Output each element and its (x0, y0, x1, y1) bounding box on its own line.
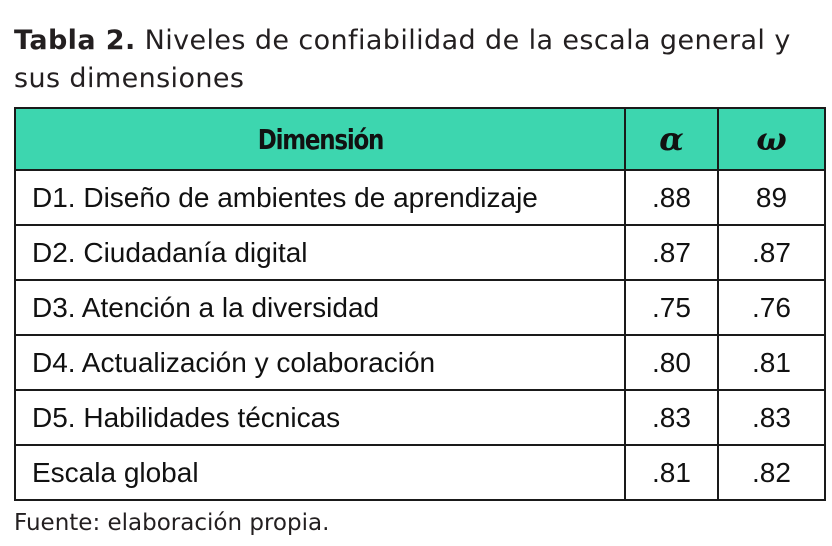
table-caption: Tabla 2. Niveles de confiabilidad de la … (14, 22, 826, 98)
reliability-table: Dimensión α ω D1. Diseño de ambientes de… (14, 107, 826, 501)
row-omega: .83 (717, 389, 826, 446)
row-alpha: .80 (624, 334, 719, 391)
row-dimension: D5. Habilidades técnicas (14, 389, 626, 446)
row-alpha: .88 (624, 169, 719, 226)
caption-text: Niveles de confiabilidad de la escala ge… (14, 25, 791, 94)
row-alpha: .87 (624, 224, 719, 281)
table-source-note: Fuente: elaboración propia. (14, 510, 330, 536)
table-row: Escala global .81 .82 (14, 444, 826, 501)
header-omega: ω (717, 107, 826, 171)
row-omega: .76 (717, 279, 826, 336)
table-row: D5. Habilidades técnicas .83 .83 (14, 389, 826, 446)
row-dimension: Escala global (14, 444, 626, 501)
row-alpha: .83 (624, 389, 719, 446)
row-dimension: D1. Diseño de ambientes de aprendizaje (14, 169, 626, 226)
header-dimension: Dimensión (14, 107, 626, 171)
row-dimension: D4. Actualización y colaboración (14, 334, 626, 391)
row-dimension: D2. Ciudadanía digital (14, 224, 626, 281)
table-row: D3. Atención a la diversidad .75 .76 (14, 279, 826, 336)
table-header-row: Dimensión α ω (14, 107, 826, 171)
row-omega: .87 (717, 224, 826, 281)
row-omega: 89 (717, 169, 826, 226)
row-alpha: .75 (624, 279, 719, 336)
caption-label: Tabla 2. (14, 25, 136, 56)
row-dimension: D3. Atención a la diversidad (14, 279, 626, 336)
table-row: D1. Diseño de ambientes de aprendizaje .… (14, 169, 826, 226)
row-alpha: .81 (624, 444, 719, 501)
row-omega: .82 (717, 444, 826, 501)
row-omega: .81 (717, 334, 826, 391)
header-alpha: α (624, 107, 719, 171)
table-row: D4. Actualización y colaboración .80 .81 (14, 334, 826, 391)
table-row: D2. Ciudadanía digital .87 .87 (14, 224, 826, 281)
